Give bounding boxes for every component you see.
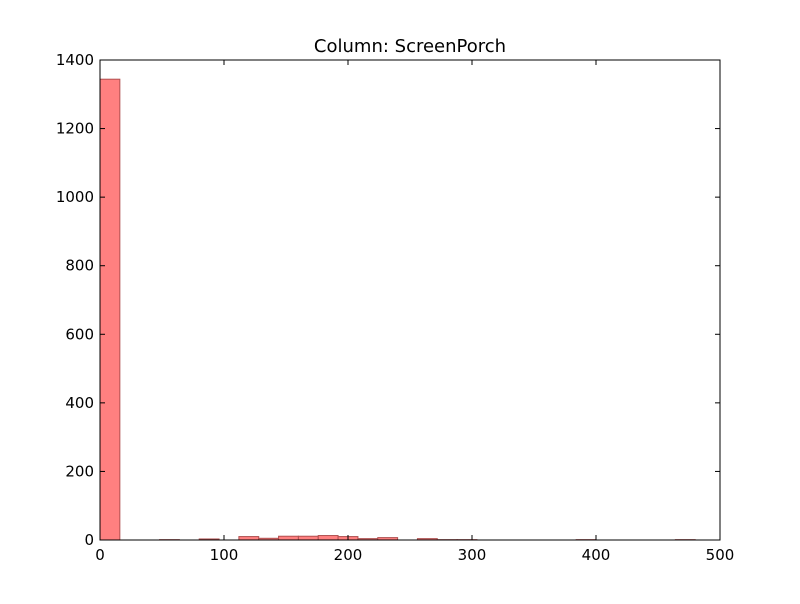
x-tick-label: 500 [706,546,735,564]
plot-frame [100,60,720,540]
y-tick-label: 200 [65,462,94,480]
histogram-bar [279,536,299,540]
x-tick-label: 200 [334,546,363,564]
histogram-bar [318,536,338,540]
ticks-layer: 0 100 200 300 400 500 0 200 400 600 800 1000 1200 140… [56,51,735,564]
y-tick-label: 1000 [56,188,94,206]
x-tick-label: 300 [458,546,487,564]
histogram-bar [298,536,318,540]
x-tick-label: 100 [210,546,239,564]
bars-layer [100,79,695,540]
histogram-bar [239,537,259,540]
chart-title: Column: ScreenPorch [314,36,506,57]
x-tick-label: 400 [582,546,611,564]
y-tick-label: 1200 [56,120,94,138]
x-tick-label: 0 [95,546,105,564]
histogram-bar [100,79,120,540]
y-tick-label: 400 [65,394,94,412]
y-tick-label: 1400 [56,51,94,69]
y-tick-label: 600 [65,325,94,343]
y-tick-label: 0 [84,531,94,549]
y-tick-label: 800 [65,257,94,275]
